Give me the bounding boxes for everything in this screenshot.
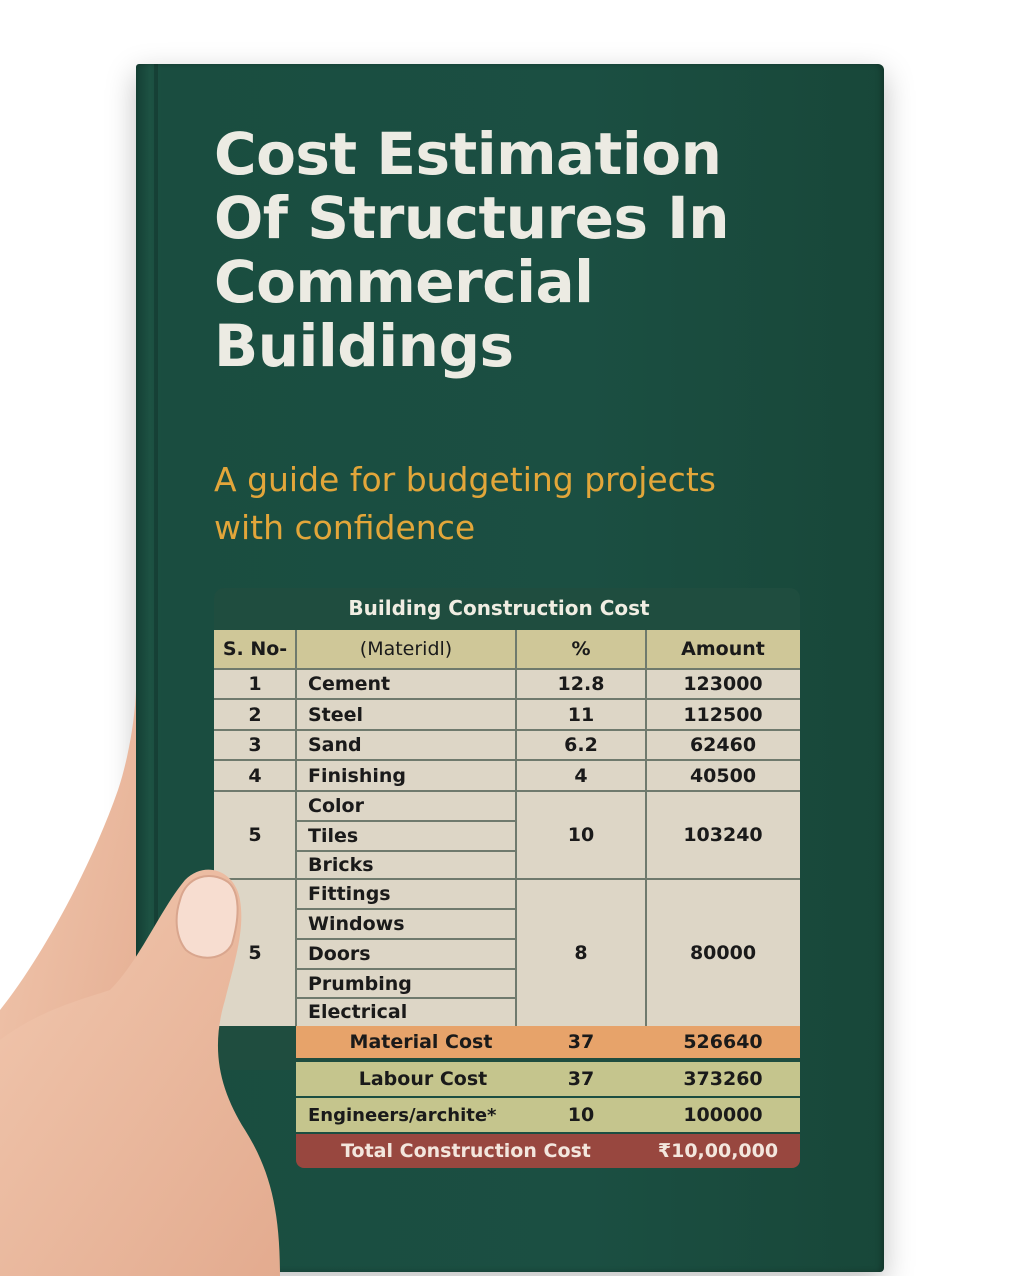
engineers-label: Engineers/archite* [308, 1104, 497, 1126]
labour-cost-amount: 373260 [683, 1068, 763, 1090]
cost-table-panel: Building Construction Cost S. No- (Mater… [214, 588, 800, 1070]
material-cost-row [296, 1026, 800, 1058]
row-6-item-3: Doors [308, 943, 371, 965]
row-6-sno: 5 [248, 941, 262, 964]
header-material: (Materidl) [359, 638, 453, 660]
labour-cost-label: Labour Cost [358, 1068, 488, 1090]
grid-line [214, 790, 800, 792]
row-6-item-2: Windows [308, 913, 405, 935]
row-3-percent: 6.2 [564, 734, 598, 756]
row-1-material: Cement [308, 672, 391, 695]
row-6-item-5: Electrical [308, 1001, 408, 1023]
row-3-amount: 62460 [689, 734, 757, 756]
row-5-item-3: Bricks [308, 854, 374, 876]
subtitle-line-2: with confidence [214, 508, 476, 547]
row-6-percent: 8 [574, 941, 588, 964]
title-line-3: Commercial [214, 248, 594, 316]
row-2-material: Steel [308, 703, 364, 726]
table-header-bg [214, 630, 800, 668]
grid-line [214, 878, 800, 880]
grid-line [296, 968, 516, 970]
row-6-amount: 80000 [689, 941, 757, 964]
total-amount: ₹10,00,000 [657, 1140, 779, 1162]
grid-line [214, 668, 800, 670]
grid-line [296, 938, 516, 940]
row-4-material: Finishing [308, 764, 407, 787]
title-line-1: Cost Estimation [214, 120, 722, 188]
book-spine [154, 64, 158, 1272]
grid-line [296, 997, 516, 999]
row-4-sno: 4 [248, 764, 262, 787]
grid-line [214, 698, 800, 700]
row-1-sno: 1 [248, 672, 262, 695]
row-2-sno: 2 [248, 703, 262, 726]
material-cost-amount: 526640 [683, 1031, 763, 1053]
grid-line [214, 729, 800, 731]
total-label: Total Construction Cost [341, 1140, 591, 1162]
grid-line [296, 850, 516, 852]
engineers-percent: 10 [567, 1104, 595, 1126]
grid-line [645, 630, 647, 1026]
engineers-amount: 100000 [683, 1104, 763, 1126]
row-5-item-2: Tiles [308, 825, 359, 847]
grid-line [214, 759, 800, 761]
row-1-amount: 123000 [683, 672, 763, 695]
grid-line [296, 908, 516, 910]
table-title: Building Construction Cost [348, 596, 650, 620]
row-4-percent: 4 [574, 764, 588, 787]
row-4-amount: 40500 [689, 764, 757, 787]
row-3-sno: 3 [248, 734, 262, 756]
header-sno: S. No- [222, 638, 288, 660]
material-cost-percent: 37 [567, 1031, 595, 1053]
hand-palm [0, 690, 136, 1276]
row-2-amount: 112500 [683, 703, 763, 726]
table-body-bg [214, 668, 800, 1026]
row-1-percent: 12.8 [557, 672, 605, 695]
row-5-amount: 103240 [683, 824, 763, 846]
engineers-row [296, 1098, 800, 1132]
labour-cost-row [296, 1062, 800, 1096]
header-amount: Amount [681, 638, 765, 660]
material-cost-label: Material Cost [349, 1031, 493, 1053]
row-6-item-1: Fittings [308, 883, 391, 905]
row-5-item-1: Color [308, 795, 364, 817]
book-cover: Cost Estimation Of Structures In Commerc… [136, 64, 884, 1272]
subtitle-line-1: A guide for budgeting projects [214, 460, 716, 499]
grid-line [295, 630, 297, 1026]
row-6-item-4: Prumbing [308, 972, 412, 995]
book-subtitle: A guide for budgeting projects with conf… [214, 456, 834, 552]
labour-cost-percent: 37 [567, 1068, 595, 1090]
grid-line [296, 820, 516, 822]
title-line-4: Buildings [214, 312, 514, 380]
row-3-material: Sand [308, 734, 362, 756]
book-title: Cost Estimation Of Structures In Commerc… [214, 122, 854, 378]
total-row [296, 1134, 800, 1168]
row-2-percent: 11 [567, 703, 595, 726]
grid-line [515, 630, 517, 1026]
title-line-2: Of Structures In [214, 184, 730, 252]
row-5-percent: 10 [567, 824, 595, 846]
row-5-sno: 5 [248, 824, 262, 846]
header-percent: % [571, 638, 591, 660]
